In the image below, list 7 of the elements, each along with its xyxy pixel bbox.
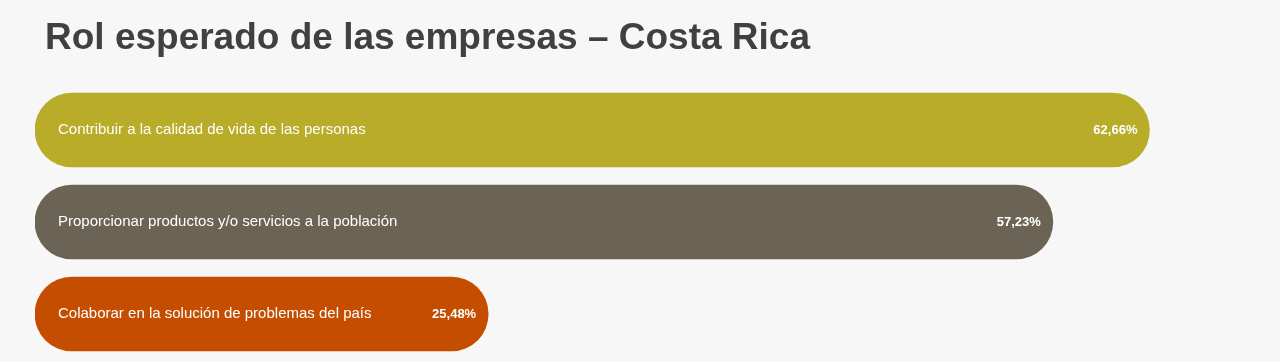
data-label: 57,23% bbox=[996, 213, 1042, 229]
chart-title: Rol esperado de las empresas – Costa Rica bbox=[45, 16, 811, 58]
y-tick-label: Colaborar en la solución de problemas del país bbox=[58, 304, 372, 322]
y-tick-label: Contribuir a la calidad de vida de las personas bbox=[58, 120, 366, 138]
data-label: 62,66% bbox=[1093, 121, 1138, 137]
y-tick-label: Proporcionar productos y/o servicios a la población bbox=[58, 212, 398, 230]
data-label: 25,48% bbox=[432, 305, 477, 321]
